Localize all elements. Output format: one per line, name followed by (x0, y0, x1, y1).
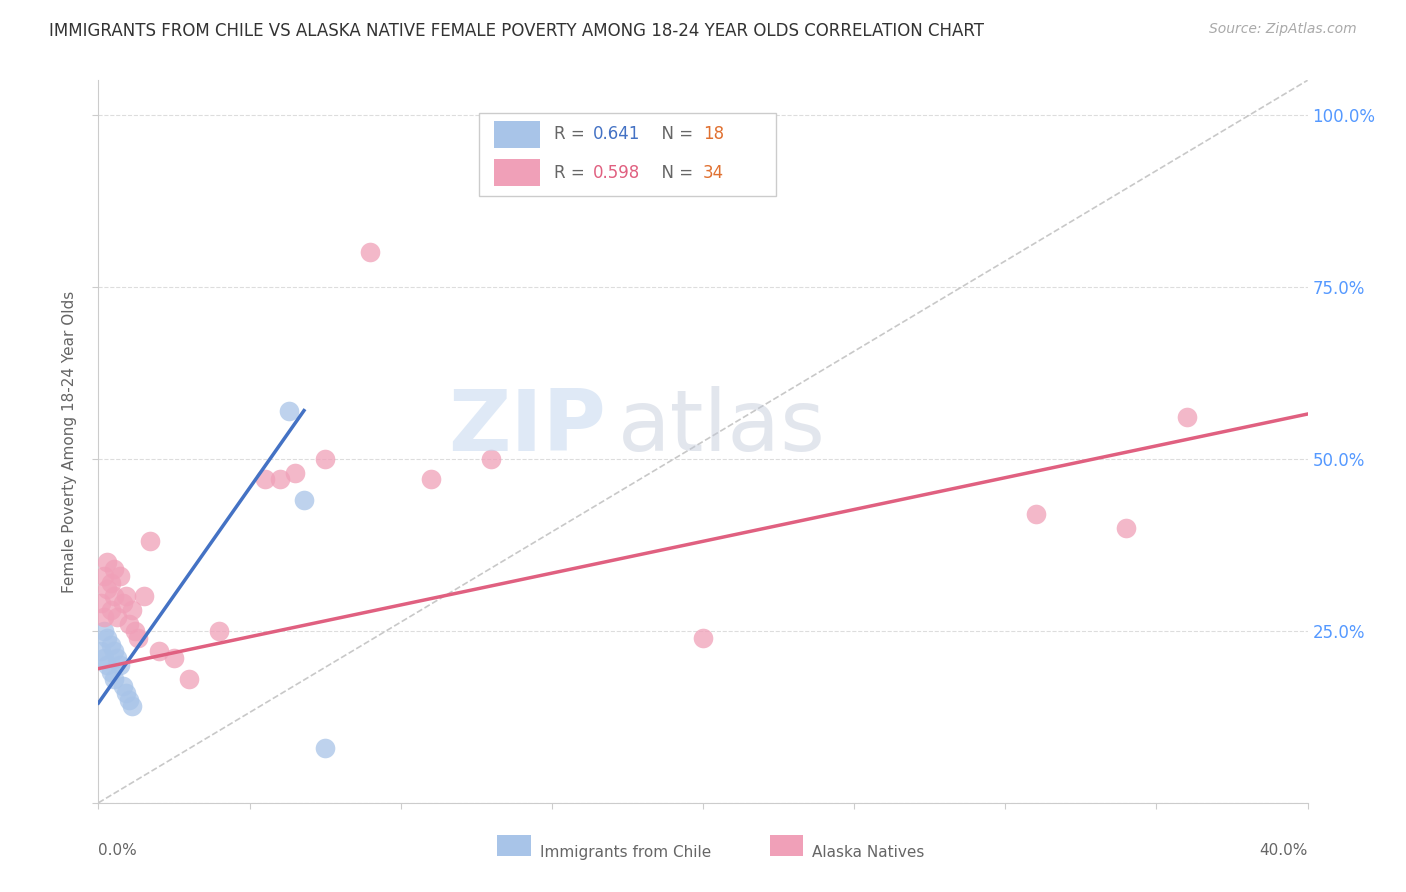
Point (96, 631, 118, 645)
Point (284, 466, 307, 480)
Point (481, 451, 503, 466)
Point (103, 644, 125, 658)
Text: 40.0%: 40.0% (1260, 843, 1308, 857)
Point (108, 658, 131, 673)
Text: Immigrants from Chile: Immigrants from Chile (540, 846, 711, 861)
Point (100, 665, 122, 679)
Text: ZIP: ZIP (449, 385, 606, 468)
Point (692, 631, 714, 645)
Point (93, 624, 115, 638)
Point (253, 472, 276, 486)
Point (93, 651, 115, 665)
Point (96, 658, 118, 673)
Point (163, 651, 186, 665)
Text: atlas: atlas (619, 385, 827, 468)
Point (208, 624, 231, 638)
Point (121, 603, 143, 617)
Point (103, 590, 125, 604)
Point (90, 644, 112, 658)
Point (179, 672, 201, 686)
Point (96, 582, 118, 597)
Point (108, 568, 131, 582)
Point (269, 472, 291, 486)
Point (132, 590, 155, 604)
Point (118, 692, 141, 706)
Point (103, 562, 125, 576)
Bar (494, 120, 540, 148)
Point (105, 610, 128, 624)
Point (277, 403, 299, 417)
Point (127, 631, 149, 645)
Point (90, 596, 112, 610)
Y-axis label: Female Poverty Among 18-24 Year Olds: Female Poverty Among 18-24 Year Olds (62, 291, 77, 592)
Text: Alaska Natives: Alaska Natives (811, 846, 924, 861)
Point (105, 651, 128, 665)
Point (114, 590, 136, 604)
Bar (494, 159, 540, 186)
Text: 0.641: 0.641 (593, 126, 640, 144)
Point (292, 493, 315, 508)
Text: N =: N = (651, 164, 699, 182)
Point (121, 699, 143, 714)
Point (420, 472, 443, 486)
Point (118, 616, 141, 631)
Point (100, 575, 122, 590)
Point (1115, 520, 1137, 534)
Text: R =: R = (554, 164, 591, 182)
FancyBboxPatch shape (479, 112, 776, 196)
Point (314, 740, 336, 755)
Bar (498, 835, 531, 855)
Text: Source: ZipAtlas.com: Source: ZipAtlas.com (1209, 22, 1357, 37)
Point (96, 555, 118, 569)
Point (100, 603, 122, 617)
Point (314, 451, 336, 466)
Text: R =: R = (554, 126, 591, 144)
Point (148, 644, 170, 658)
Text: 34: 34 (703, 164, 724, 182)
Point (139, 534, 162, 549)
Point (111, 679, 134, 693)
Text: 18: 18 (703, 126, 724, 144)
Point (93, 610, 115, 624)
Point (114, 686, 136, 700)
Point (1024, 507, 1046, 521)
Point (360, 245, 382, 260)
Text: 0.598: 0.598 (593, 164, 640, 182)
Text: IMMIGRANTS FROM CHILE VS ALASKA NATIVE FEMALE POVERTY AMONG 18-24 YEAR OLDS CORR: IMMIGRANTS FROM CHILE VS ALASKA NATIVE F… (49, 22, 984, 40)
Bar (769, 835, 803, 855)
Point (100, 638, 122, 652)
Point (111, 596, 134, 610)
Text: N =: N = (651, 126, 699, 144)
Point (93, 568, 115, 582)
Point (124, 624, 146, 638)
Text: 0.0%: 0.0% (98, 843, 138, 857)
Point (103, 672, 125, 686)
Point (1175, 410, 1198, 425)
